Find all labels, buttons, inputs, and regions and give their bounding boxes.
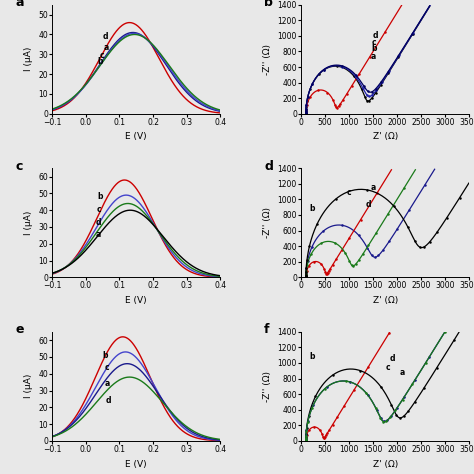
Y-axis label: I (μA): I (μA): [24, 374, 33, 399]
Text: a: a: [104, 379, 109, 388]
Text: d: d: [103, 32, 108, 41]
Y-axis label: -Z'' (Ω): -Z'' (Ω): [263, 44, 272, 75]
Text: a: a: [15, 0, 24, 9]
Text: a: a: [95, 230, 100, 239]
Text: b: b: [97, 192, 103, 201]
Text: f: f: [264, 323, 270, 336]
Text: b: b: [309, 204, 314, 213]
X-axis label: E (V): E (V): [126, 296, 147, 305]
Text: d: d: [390, 354, 395, 363]
X-axis label: E (V): E (V): [126, 132, 147, 141]
Text: c: c: [15, 160, 22, 173]
Text: d: d: [105, 396, 110, 405]
Y-axis label: -Z'' (Ω): -Z'' (Ω): [263, 371, 272, 402]
Text: b: b: [371, 44, 376, 53]
Text: c: c: [372, 38, 376, 47]
Text: d: d: [372, 31, 378, 40]
Text: c: c: [104, 364, 109, 373]
Text: e: e: [15, 323, 24, 336]
Text: d: d: [264, 160, 273, 173]
Text: c: c: [385, 363, 390, 372]
Text: a: a: [371, 52, 376, 61]
Text: d: d: [95, 218, 101, 227]
X-axis label: E (V): E (V): [126, 459, 147, 468]
Text: c: c: [96, 205, 101, 214]
X-axis label: Z' (Ω): Z' (Ω): [373, 132, 398, 141]
Text: d: d: [365, 200, 371, 209]
Y-axis label: -Z'' (Ω): -Z'' (Ω): [263, 207, 272, 238]
X-axis label: Z' (Ω): Z' (Ω): [373, 459, 398, 468]
Text: b: b: [102, 351, 108, 360]
Text: b: b: [309, 352, 314, 361]
Text: a: a: [400, 368, 405, 377]
Text: c: c: [100, 51, 104, 60]
Text: c: c: [347, 188, 351, 197]
Text: a: a: [104, 43, 109, 52]
Text: b: b: [97, 57, 103, 66]
Y-axis label: I (μA): I (μA): [24, 210, 33, 235]
Text: b: b: [264, 0, 273, 9]
X-axis label: Z' (Ω): Z' (Ω): [373, 296, 398, 305]
Text: a: a: [371, 182, 376, 191]
Y-axis label: I (μA): I (μA): [24, 47, 33, 72]
